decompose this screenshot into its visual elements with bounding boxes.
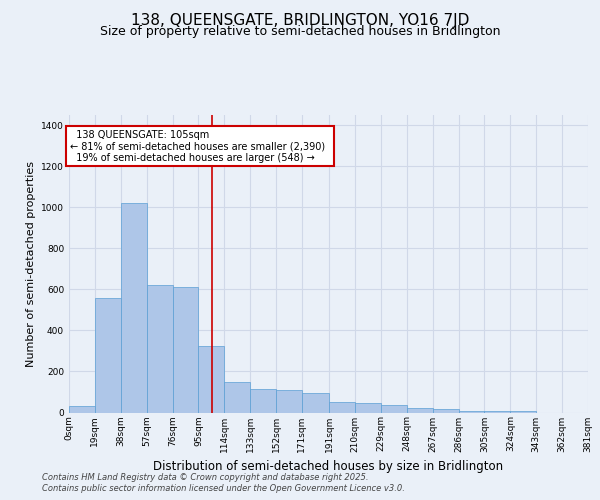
Bar [199, 346, 224, 412]
Y-axis label: Number of semi-detached properties: Number of semi-detached properties [26, 161, 35, 367]
Bar [407, 408, 433, 412]
Bar [95, 298, 121, 412]
Text: Contains public sector information licensed under the Open Government Licence v3: Contains public sector information licen… [42, 484, 405, 493]
Bar [250, 389, 276, 412]
Bar [276, 390, 302, 412]
Bar [329, 402, 355, 412]
Bar [69, 406, 95, 412]
Text: 138 QUEENSGATE: 105sqm  
← 81% of semi-detached houses are smaller (2,390)  
  1: 138 QUEENSGATE: 105sqm ← 81% of semi-det… [70, 130, 331, 163]
Bar [381, 406, 407, 412]
Bar [224, 382, 250, 412]
X-axis label: Distribution of semi-detached houses by size in Bridlington: Distribution of semi-detached houses by … [154, 460, 503, 473]
Bar [433, 410, 458, 412]
Text: Size of property relative to semi-detached houses in Bridlington: Size of property relative to semi-detach… [100, 25, 500, 38]
Bar [302, 393, 329, 412]
Text: 138, QUEENSGATE, BRIDLINGTON, YO16 7JD: 138, QUEENSGATE, BRIDLINGTON, YO16 7JD [131, 12, 469, 28]
Bar [355, 404, 381, 412]
Text: Contains HM Land Registry data © Crown copyright and database right 2025.: Contains HM Land Registry data © Crown c… [42, 472, 368, 482]
Bar [173, 288, 199, 412]
Bar [146, 286, 173, 412]
Bar [121, 203, 146, 412]
